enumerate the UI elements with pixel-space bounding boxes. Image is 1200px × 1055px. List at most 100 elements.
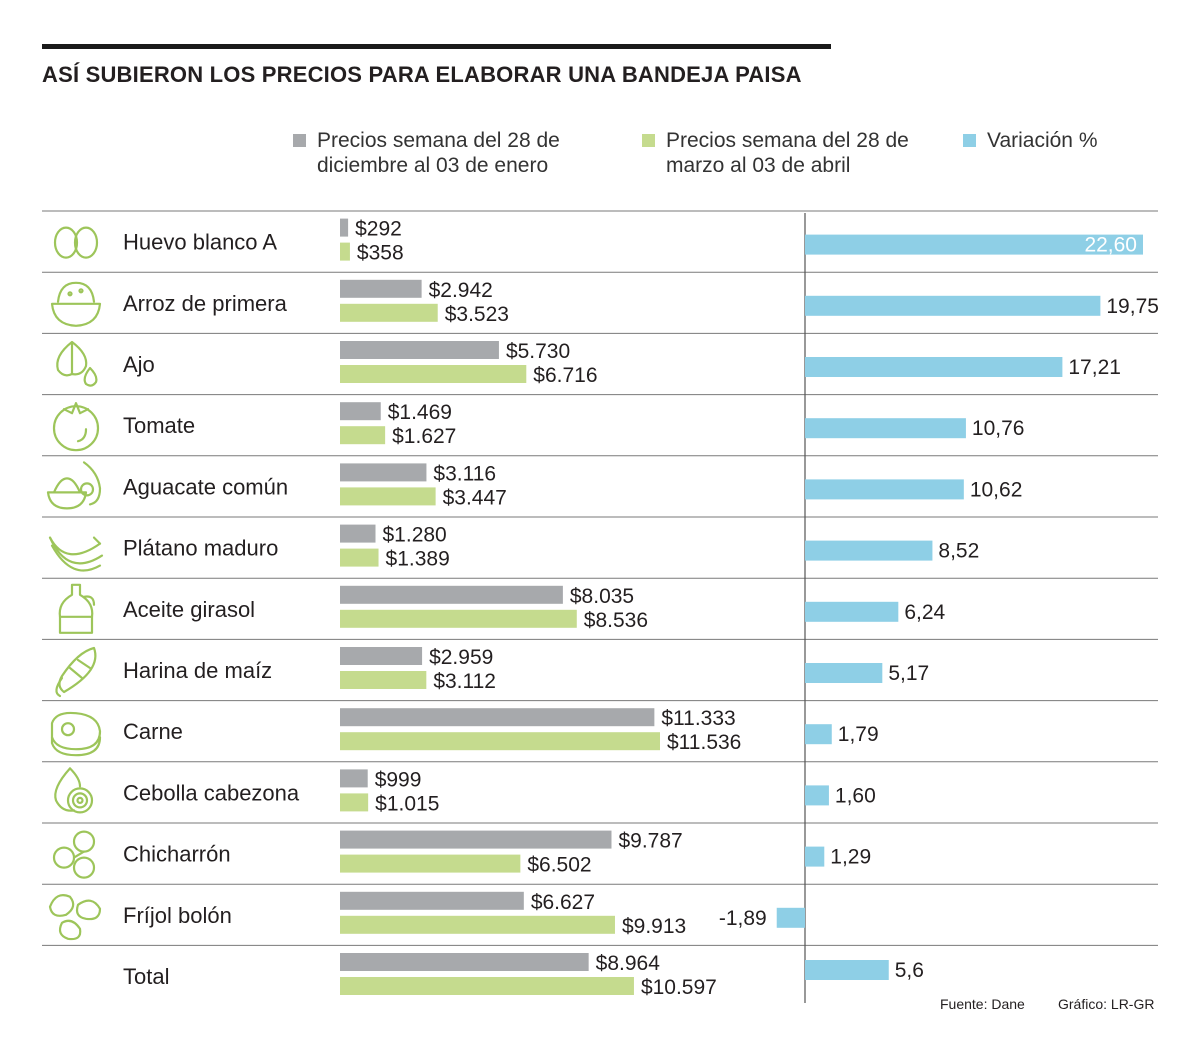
price-bar-previous [340, 647, 423, 665]
variation-bar [805, 960, 889, 980]
price-bar-current [340, 303, 438, 322]
price-bar-previous [340, 402, 381, 421]
variation-bar [805, 418, 966, 439]
title-rule [42, 44, 831, 49]
price-label-previous: $6.627 [531, 891, 595, 914]
price-bar-current [340, 977, 634, 995]
price-bar-previous [340, 830, 612, 849]
price-bar-current [340, 365, 527, 383]
source-note: Fuente: Dane [940, 996, 1025, 1012]
avocado-icon [46, 461, 102, 510]
chicharron-icon [52, 830, 96, 879]
price-label-previous: $1.280 [383, 524, 447, 547]
price-label-previous: $5.730 [506, 340, 570, 363]
category-label: Chicharrón [123, 842, 231, 867]
price-label-current: $358 [357, 242, 404, 265]
price-bar-current [340, 915, 615, 934]
category-label: Huevo blanco A [123, 230, 277, 255]
price-label-previous: $999 [375, 768, 422, 791]
price-label-previous: $1.469 [388, 401, 452, 424]
legend-label-variation: Variación % [987, 129, 1098, 152]
legend-swatch-variation [963, 134, 976, 147]
price-bar-previous [340, 524, 376, 543]
price-label-previous: $2.959 [429, 646, 493, 669]
variation-label: 10,62 [970, 478, 1023, 501]
category-label: Total [123, 964, 169, 989]
price-label-current: $11.536 [667, 731, 741, 754]
price-label-previous: $11.333 [661, 707, 735, 730]
variation-bar [805, 295, 1101, 316]
variation-bar [805, 846, 825, 867]
price-bar-current [340, 732, 660, 751]
legend-swatch-previous [293, 134, 306, 147]
price-label-current: $3.523 [445, 303, 509, 326]
legend-item-variation: Variación % [963, 128, 1200, 153]
price-label-previous: $8.964 [596, 952, 661, 975]
variation-bar [805, 601, 899, 622]
variation-label: 1,79 [838, 723, 879, 746]
banana-icon [48, 536, 104, 572]
variation-bar [805, 479, 964, 500]
onion-icon [54, 767, 94, 814]
category-label: Harina de maíz [123, 658, 272, 683]
variation-label: 19,75 [1106, 295, 1159, 318]
price-bar-previous [340, 218, 349, 237]
credit-note: Gráfico: LR-GR [1058, 996, 1155, 1012]
eggs-icon [53, 226, 99, 259]
price-label-previous: $3.116 [433, 462, 496, 485]
price-bar-previous [340, 708, 655, 727]
corn-icon [55, 646, 97, 698]
variation-label: 1,60 [835, 784, 876, 807]
beans-icon [48, 894, 102, 941]
price-label-current: $1.627 [392, 425, 456, 448]
price-label-current: $1.015 [375, 792, 439, 815]
price-label-current: $6.502 [527, 854, 591, 877]
price-label-previous: $8.035 [570, 585, 634, 608]
price-bar-previous [340, 953, 589, 971]
variation-label: 1,29 [830, 846, 871, 869]
price-label-current: $1.389 [386, 548, 450, 571]
price-bar-current [340, 609, 577, 628]
price-bar-current [340, 426, 386, 445]
price-label-current: $9.913 [622, 915, 686, 938]
price-bar-current [340, 487, 436, 506]
category-label: Arroz de primera [123, 291, 288, 316]
variation-bar [805, 785, 829, 806]
variation-label: -1,89 [719, 907, 767, 930]
price-label-current: $8.536 [584, 609, 648, 632]
legend-swatch-current [642, 134, 655, 147]
price-bar-previous [340, 463, 427, 482]
category-label: Plátano maduro [123, 536, 278, 561]
variation-bar [805, 663, 883, 683]
variation-bar [805, 234, 1143, 255]
price-bar-current [340, 242, 350, 261]
variation-bar [805, 357, 1063, 377]
price-bar-current [340, 854, 521, 873]
variation-label: 5,6 [895, 959, 924, 982]
legend-label-current: Precios semana del 28 de marzo al 03 de … [666, 129, 909, 177]
price-bar-previous [340, 891, 524, 910]
chart-title: ASÍ SUBIERON LOS PRECIOS PARA ELABORAR U… [42, 62, 802, 87]
price-label-previous: $292 [355, 218, 402, 241]
price-label-current: $10.597 [641, 976, 717, 999]
price-bar-previous [340, 585, 563, 604]
price-label-current: $3.112 [433, 670, 496, 693]
variation-bar [776, 907, 805, 928]
category-label: Carne [123, 719, 183, 744]
category-label: Ajo [123, 352, 155, 377]
tomato-icon [52, 402, 100, 452]
variation-label: 10,76 [972, 417, 1025, 440]
price-label-current: $6.716 [533, 364, 597, 387]
price-bar-current [340, 548, 379, 567]
legend-label-previous: Precios semana del 28 de diciembre al 03… [317, 129, 560, 177]
price-label-current: $3.447 [443, 486, 507, 509]
price-bar-previous [340, 341, 499, 359]
variation-label: 8,52 [938, 540, 979, 563]
price-label-previous: $2.942 [429, 279, 493, 302]
variation-label: 17,21 [1068, 356, 1121, 379]
variation-label: 6,24 [904, 601, 945, 624]
variation-bar [805, 724, 832, 745]
garlic-icon [56, 340, 98, 387]
category-label: Cebolla cabezona [123, 780, 300, 805]
